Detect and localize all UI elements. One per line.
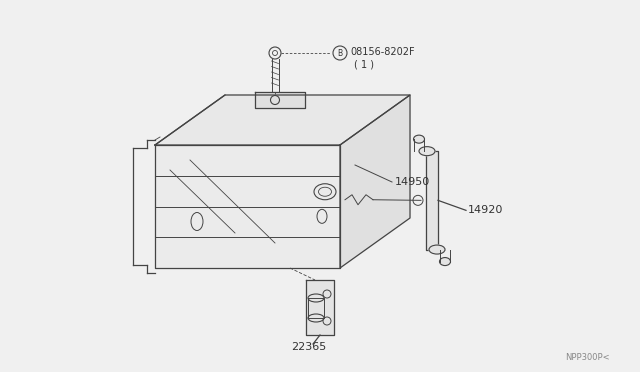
Ellipse shape [308,294,324,302]
Polygon shape [308,298,324,318]
Ellipse shape [308,314,324,322]
Text: 08156-8202F: 08156-8202F [350,47,415,57]
Ellipse shape [440,257,451,266]
Text: 22365: 22365 [291,342,326,352]
Ellipse shape [419,147,435,155]
Polygon shape [155,145,340,268]
Polygon shape [340,95,410,268]
Polygon shape [426,151,438,250]
Polygon shape [155,95,410,145]
Ellipse shape [413,135,424,143]
Text: ( 1 ): ( 1 ) [354,59,374,69]
Text: 14950: 14950 [395,177,430,187]
Text: B: B [337,48,342,58]
Text: NPP300P<: NPP300P< [565,353,610,362]
Text: 14920: 14920 [468,205,504,215]
Polygon shape [255,92,305,108]
Ellipse shape [429,245,445,254]
Polygon shape [306,280,334,335]
